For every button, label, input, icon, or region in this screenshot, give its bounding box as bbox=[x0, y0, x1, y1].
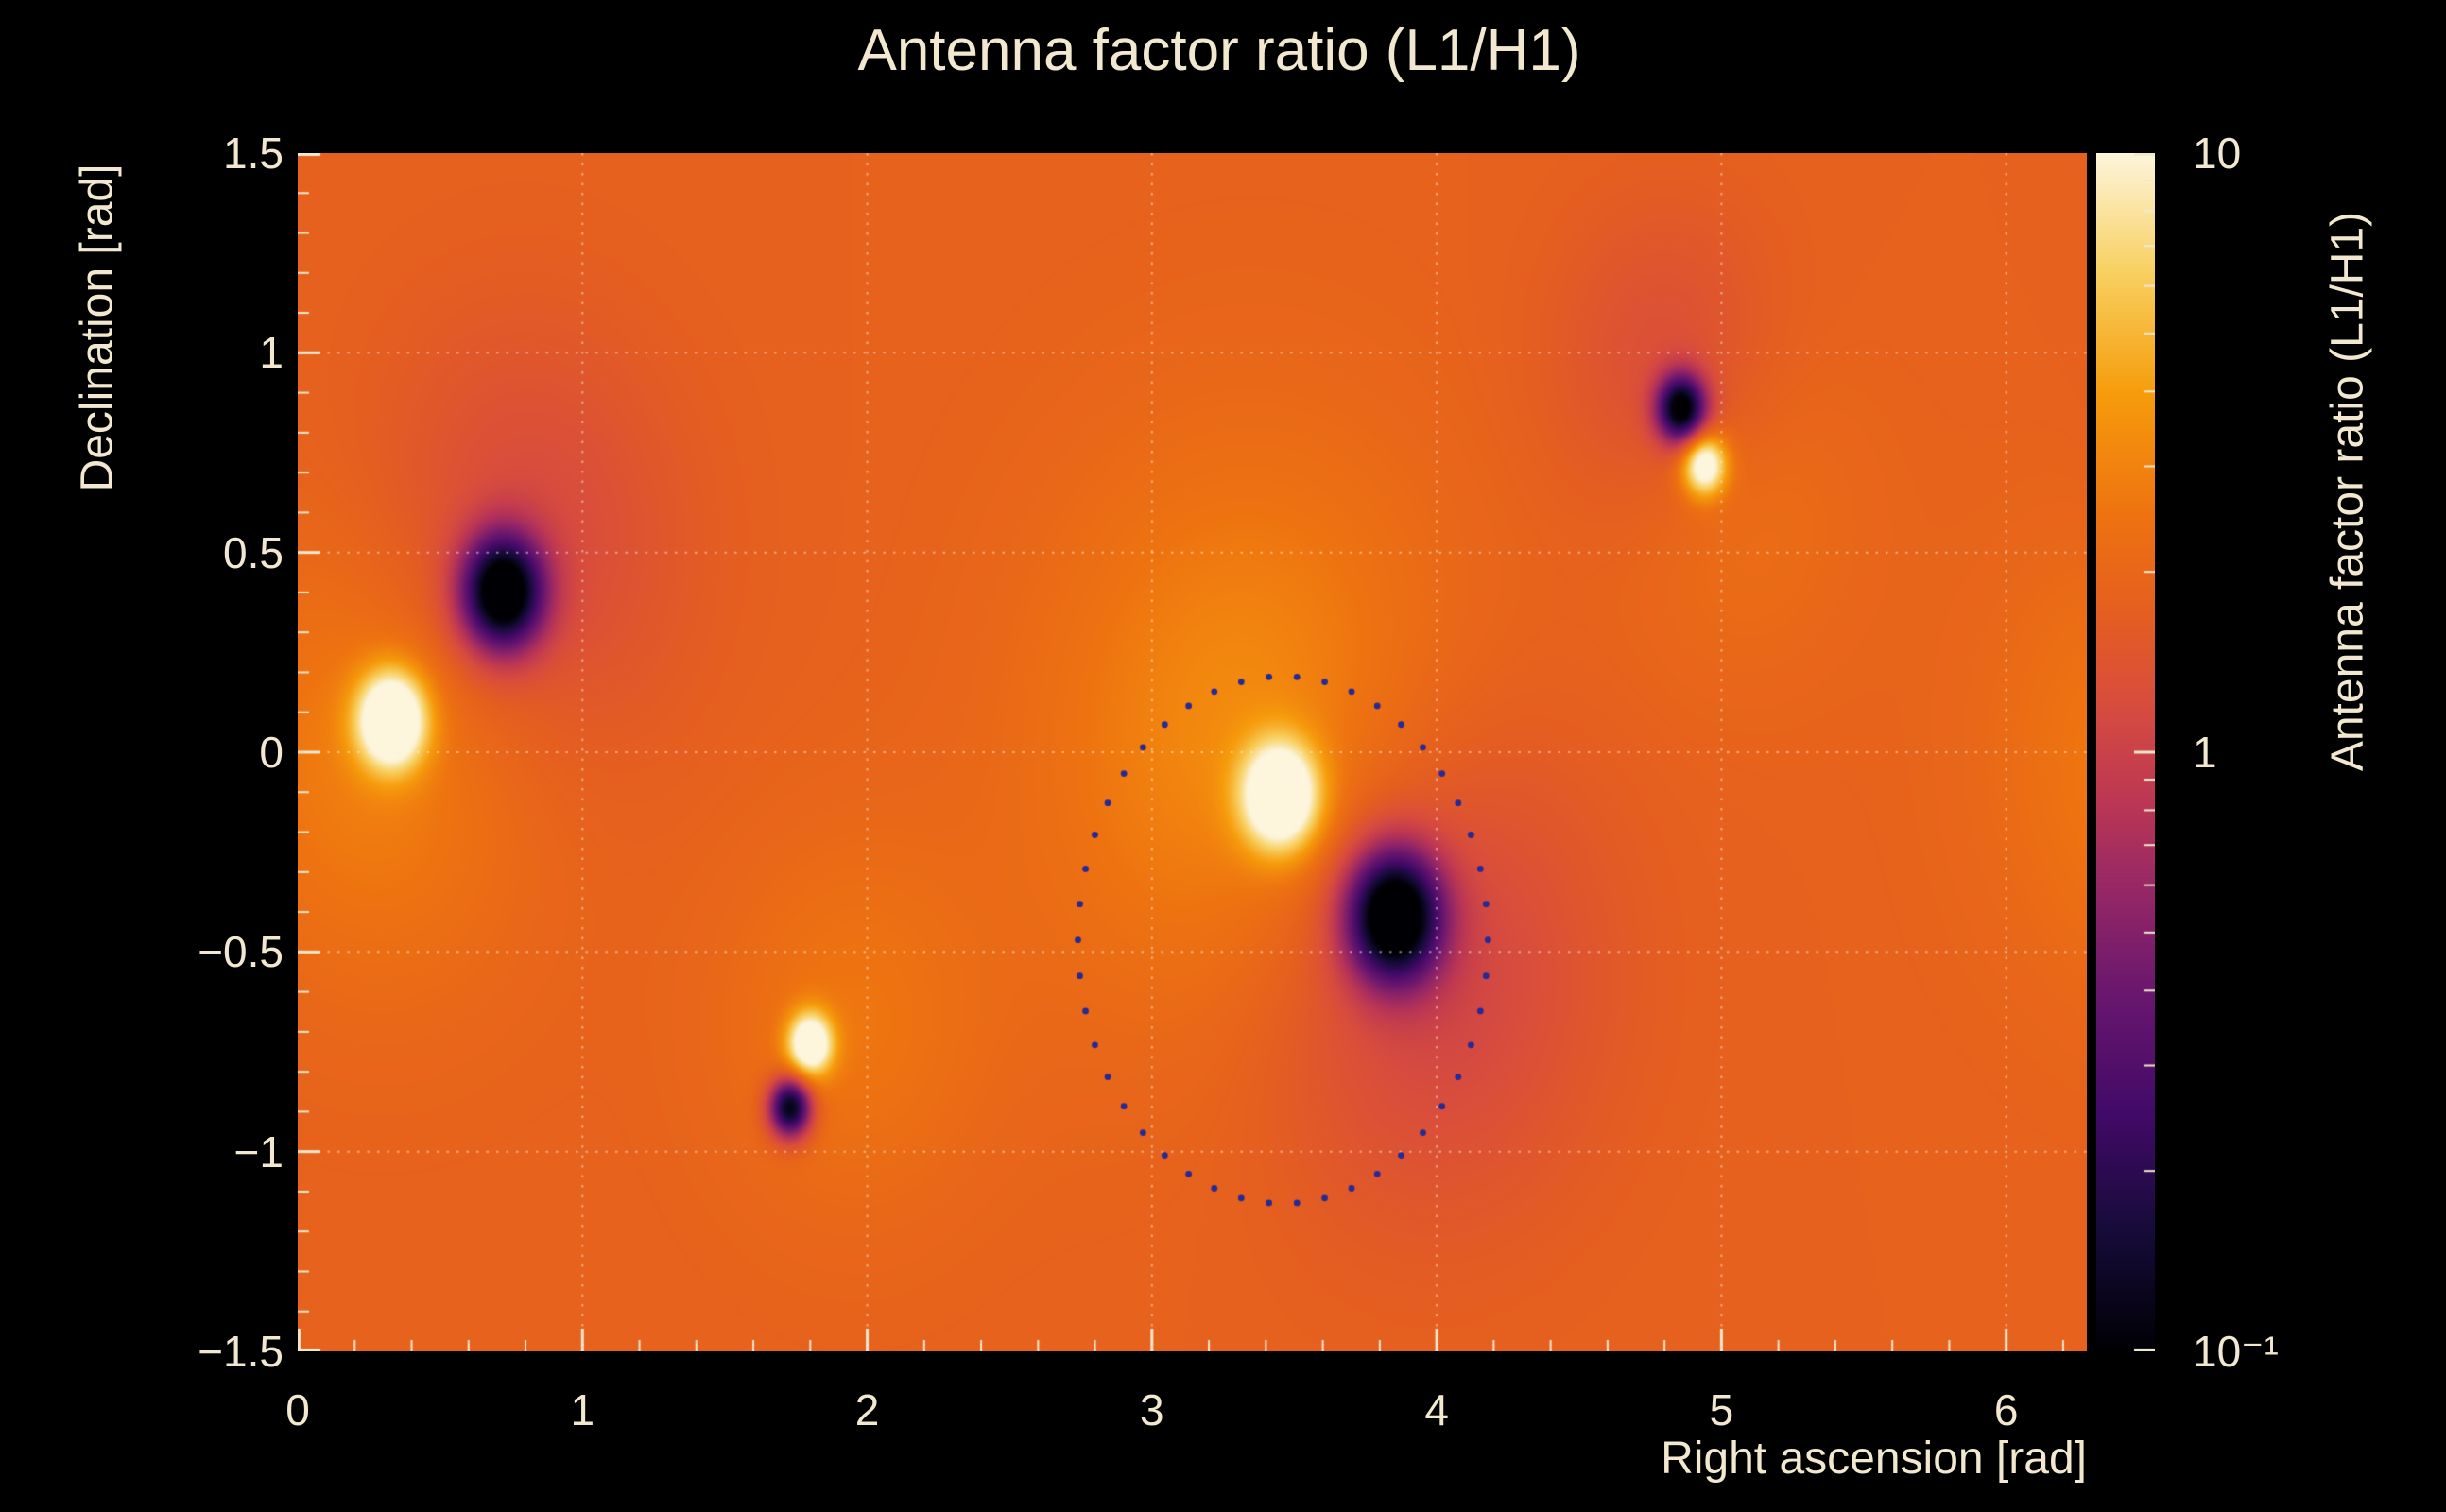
colorbar-tick-label: 1 bbox=[2193, 728, 2217, 777]
x-axis-label: Right ascension [rad] bbox=[1661, 1434, 2087, 1484]
x-tick-label: 0 bbox=[285, 1385, 310, 1435]
y-tick-label: 0 bbox=[259, 728, 284, 777]
y-tick-label: 0.5 bbox=[223, 527, 284, 577]
x-tick-label: 5 bbox=[1709, 1385, 1734, 1435]
x-tick-label: 3 bbox=[1140, 1385, 1164, 1435]
x-tick-label: 1 bbox=[570, 1385, 595, 1435]
y-tick-label: 1.5 bbox=[223, 129, 284, 178]
colorbar-tick-label: 10⁻¹ bbox=[2193, 1327, 2279, 1376]
x-tick-label: 2 bbox=[854, 1385, 880, 1435]
colorbar-canvas bbox=[2096, 153, 2155, 1351]
y-tick-label: −1.5 bbox=[198, 1327, 284, 1376]
y-tick-label: −1 bbox=[233, 1126, 284, 1177]
y-tick-label: 1 bbox=[259, 328, 284, 378]
chart-title: Antenna factor ratio (L1/H1) bbox=[857, 18, 1581, 83]
y-tick-label: −0.5 bbox=[198, 927, 284, 977]
x-tick-label: 4 bbox=[1424, 1385, 1449, 1435]
colorbar-tick-label: 10 bbox=[2193, 129, 2242, 178]
heatmap-canvas bbox=[298, 153, 2087, 1351]
x-tick-label: 6 bbox=[1993, 1385, 2019, 1435]
colorbar-axis-label: Antenna factor ratio (L1/H1) bbox=[2322, 211, 2373, 772]
